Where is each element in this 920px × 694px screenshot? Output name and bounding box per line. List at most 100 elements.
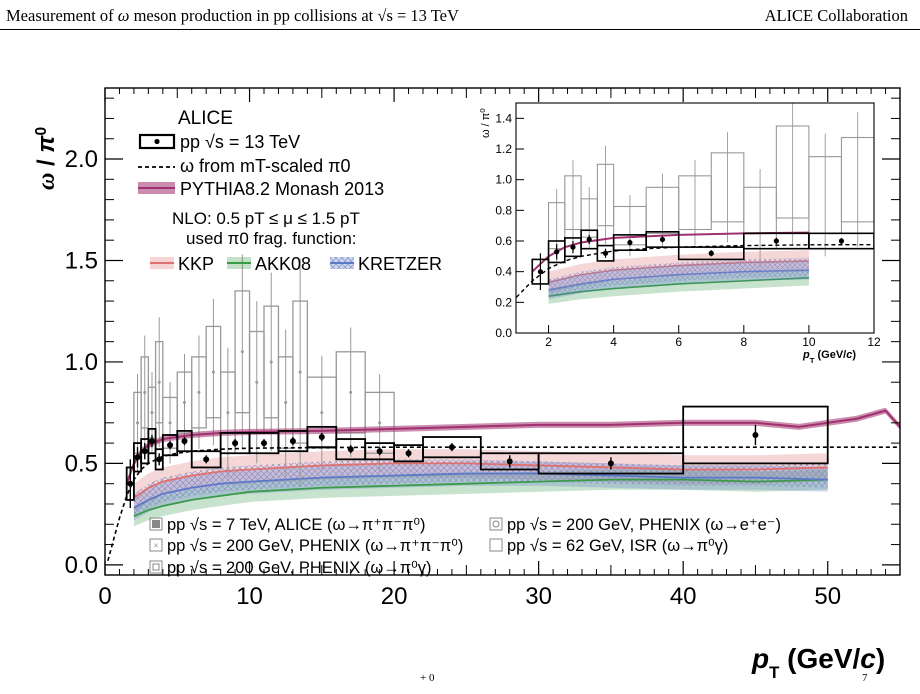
- legend-nlo-line2: used π0 frag. function:: [186, 229, 357, 248]
- alice-data-point: [506, 458, 513, 465]
- main-x-tick-label: 50: [814, 583, 841, 610]
- alice-data-point: [232, 440, 239, 447]
- inset-x-tick-label: 10: [802, 335, 816, 349]
- inset-nlo-line: [548, 277, 809, 297]
- main-x-tick-label: 40: [670, 583, 697, 610]
- legend-alice-box: [138, 133, 176, 150]
- phenix-point: [168, 421, 172, 425]
- alice-data-point: [156, 456, 163, 463]
- main-x-tick-label: 20: [381, 583, 408, 610]
- inset-alice-syst-box: [677, 246, 745, 261]
- legend-bottom-entry: pp √s = 200 GeV, PHENIX (ω→π⁺π⁻π⁰): [167, 537, 463, 555]
- legend-bottom-entry: pp √s = 7 TeV, ALICE (ω→π⁺π⁻π⁰): [167, 516, 426, 534]
- alice-data-point: [347, 446, 354, 453]
- legend-entry-mt-scaled: ω from mT-scaled π0: [180, 156, 351, 176]
- main-x-axis-title: pT (GeV/c): [751, 643, 885, 682]
- alice-data-point: [134, 454, 141, 461]
- header-title-suffix: = 13 TeV: [397, 6, 459, 25]
- inset-alice-point: [708, 250, 714, 256]
- alice-syst-box: [682, 405, 829, 465]
- header-title-mid: meson production in pp collisions at: [133, 6, 374, 25]
- phenix-point: [143, 390, 147, 394]
- caption-fragment-1: + 0: [420, 672, 435, 684]
- legend-marker-circle: [492, 520, 500, 528]
- header-title-omega: ω: [117, 6, 130, 25]
- nlo-line-kkp: [133, 462, 828, 499]
- phenix-point: [298, 370, 302, 374]
- nlo-line-akk08: [133, 478, 828, 517]
- main-y-tick-label: 1.5: [65, 247, 98, 274]
- inset-alice-syst-box: [808, 232, 874, 250]
- phenix-point: [150, 411, 154, 415]
- phenix-point: [183, 401, 186, 405]
- inset-x-tick-label: 2: [545, 335, 552, 349]
- alice-data-point: [405, 450, 412, 457]
- phenix-point: [240, 350, 244, 354]
- alice-syst-box: [306, 425, 338, 449]
- header-title-sqrt: √s: [377, 6, 393, 25]
- inset-y-tick-label: 1.0: [495, 173, 512, 187]
- caption-fragment-strip: + 0 7: [0, 672, 920, 694]
- alice-syst-box: [147, 427, 157, 455]
- inset-plot: 2 4 6 8 10 12 0.0 0.2 0.4 0.6 0.8 1.0 1.2 1.4ω / π0 pT…: [478, 102, 881, 365]
- header-title-prefix: Measurement of: [6, 6, 114, 25]
- legend-marker-box: [149, 538, 163, 552]
- inset-y-tick-label: 0.0: [495, 326, 512, 340]
- legend-marker-fill: [152, 520, 160, 528]
- alice-data-point: [752, 431, 759, 438]
- legend-ff-label-kkp: KKP: [178, 254, 214, 274]
- phenix-point: [226, 411, 230, 415]
- inset-y-tick-label: 1.4: [495, 111, 512, 125]
- alice-data-point: [318, 434, 325, 441]
- legend-marker-cross: ×: [153, 541, 159, 552]
- inset-y-tick-label: 0.2: [495, 295, 512, 309]
- alice-data-point: [203, 456, 210, 463]
- legend-marker-box: [489, 517, 503, 531]
- legend-marker-box: [489, 538, 503, 552]
- legend-entry-pythia: PYTHIA8.2 Monash 2013: [180, 179, 384, 199]
- phenix-point: [157, 380, 161, 384]
- legend-marker-box: [149, 560, 163, 574]
- inset-alice-syst-box: [645, 231, 680, 248]
- legend-ff-label-kretzer: KRETZER: [358, 254, 442, 274]
- legend-nlo-line1: NLO: 0.5 pT ≤ μ ≤ 1.5 pT: [172, 209, 360, 228]
- legend-bottom-marker: [489, 538, 503, 552]
- inset-nlo-band: [548, 270, 809, 304]
- alice-data-point: [289, 438, 296, 445]
- inset-y-tick-label: 0.6: [495, 234, 512, 248]
- inset-x-tick-label: 6: [675, 335, 682, 349]
- phenix-point: [269, 360, 273, 364]
- inset-x-tick-label: 12: [867, 335, 881, 349]
- legend-bottom-marker: [149, 517, 163, 531]
- legend-bottom: pp √s = 7 TeV, ALICE (ω→π⁺π⁻π⁰) × pp √s = …: [149, 516, 781, 577]
- legend-bottom-marker: ×: [149, 538, 163, 552]
- main-y-axis-title: ω / π0: [33, 127, 61, 190]
- main-y-tick-label: 1.0: [65, 349, 98, 376]
- main-x-tick-label: 30: [525, 583, 552, 610]
- alice-data-point: [148, 438, 155, 445]
- alice-data-point: [261, 440, 267, 447]
- legend-marker-square: [152, 563, 160, 571]
- header-title: Measurement of ω meson production in pp …: [6, 6, 459, 26]
- inset-alice-point: [838, 238, 845, 244]
- legend-ff-label-akk08: AKK08: [255, 254, 311, 274]
- inset-x-tick-label: 4: [610, 335, 617, 349]
- pythia-band: [126, 407, 900, 487]
- inset-clipped: [516, 103, 874, 304]
- nlo-line-kretzer: [133, 472, 828, 509]
- inset-y-axis-title: ω / π0: [478, 108, 493, 138]
- inset-alice-point: [554, 249, 560, 255]
- phenix-point: [211, 370, 215, 374]
- header-rule: [0, 29, 920, 30]
- alice-data-point: [167, 442, 174, 449]
- phenix-point: [255, 380, 259, 384]
- alice-syst-box: [422, 436, 482, 459]
- phenix-point: [197, 390, 201, 394]
- legend-alice-title: ALICE: [178, 108, 233, 129]
- alice-syst-box: [176, 430, 193, 453]
- legend-alice-marker: [154, 138, 160, 145]
- running-header: Measurement of ω meson production in pp …: [0, 0, 920, 30]
- inset-x-axis-title: pT (GeV/c): [802, 349, 856, 365]
- inset-y-tick-label: 0.4: [495, 265, 512, 279]
